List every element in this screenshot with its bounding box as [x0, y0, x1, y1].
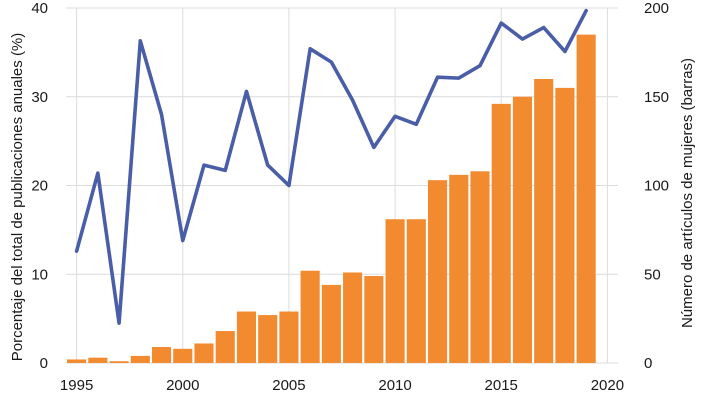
line-point: [478, 64, 482, 68]
x-tick-label: 2000: [166, 377, 199, 394]
line-point: [160, 113, 164, 116]
x-tick-label: 1995: [60, 377, 93, 394]
left-tick-label: 30: [31, 89, 48, 106]
bar: [470, 171, 490, 363]
bar: [321, 284, 341, 363]
bar: [534, 79, 554, 363]
bar: [258, 315, 278, 363]
axes: 0 10 20 30 40 0 50 100 150 200 1995 2000 2005 2010 201…: [31, 0, 669, 394]
bar: [279, 311, 299, 363]
right-tick-label: 200: [644, 0, 669, 17]
bar: [406, 219, 426, 363]
bar: [236, 311, 257, 363]
bar: [385, 219, 405, 363]
line-point: [329, 60, 333, 64]
x-tick-label: 2005: [272, 377, 305, 394]
line-point: [266, 163, 270, 167]
right-tick-label: 100: [644, 178, 669, 195]
bar: [109, 361, 129, 363]
line-point: [351, 98, 355, 102]
x-tick-label: 2010: [378, 377, 411, 394]
line-point: [117, 321, 121, 325]
line-point: [436, 75, 440, 79]
line-point: [584, 9, 588, 13]
line-point: [244, 89, 248, 93]
bar: [67, 359, 87, 363]
left-tick-label: 20: [31, 178, 48, 195]
left-tick-label: 10: [31, 266, 48, 283]
bar: [300, 270, 320, 363]
line-point: [542, 26, 546, 30]
line-point: [96, 171, 100, 175]
line-point: [181, 239, 185, 243]
line-point: [202, 163, 206, 167]
line-point: [393, 114, 397, 118]
line-point: [520, 37, 524, 41]
line-series: [74, 8, 588, 325]
bar: [194, 343, 214, 363]
line-point: [308, 47, 312, 51]
x-tick-label: 2020: [591, 377, 624, 394]
bar-series: [67, 34, 596, 363]
line-point: [75, 249, 79, 253]
line-point: [414, 122, 418, 126]
line-point: [499, 21, 503, 25]
line-point: [457, 76, 461, 80]
bar: [343, 272, 363, 363]
line-point: [138, 39, 142, 43]
bar: [491, 103, 511, 363]
line-point: [563, 49, 567, 53]
line-point: [223, 168, 227, 172]
bar: [512, 96, 533, 363]
left-axis-title: Porcentaje del total de publicaciones an…: [9, 33, 26, 362]
bar: [555, 87, 575, 363]
right-tick-label: 150: [644, 89, 669, 106]
bar: [88, 357, 108, 363]
line-point: [287, 184, 291, 187]
bar: [130, 355, 150, 363]
left-tick-label: 40: [31, 0, 48, 17]
bar: [576, 34, 596, 363]
bar: [449, 174, 469, 363]
left-tick-label: 0: [40, 355, 48, 372]
bar: [173, 348, 193, 363]
bar: [364, 276, 384, 363]
bar: [427, 180, 448, 363]
line-point: [372, 145, 376, 149]
right-tick-label: 0: [644, 355, 652, 372]
x-tick-label: 2015: [485, 377, 518, 394]
bar: [151, 347, 172, 363]
right-tick-label: 50: [644, 266, 661, 283]
bar: [215, 331, 235, 363]
right-axis-title: Número de artículos de mujeres (barras): [679, 58, 696, 328]
